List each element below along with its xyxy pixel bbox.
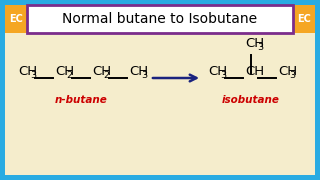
Text: EC: EC [9,14,23,24]
Bar [27,5,293,33]
Text: isobutane: isobutane [222,95,280,105]
Text: CH: CH [245,37,264,50]
Text: EC: EC [297,14,311,24]
Text: CH: CH [129,65,148,78]
Text: n-butane: n-butane [55,95,108,105]
Text: 2: 2 [104,71,110,80]
Text: 3: 3 [290,71,296,80]
Text: 2: 2 [67,71,73,80]
Text: CH: CH [278,65,297,78]
Text: CH: CH [55,65,74,78]
Text: 3: 3 [141,71,147,80]
Text: CH: CH [18,65,37,78]
Bar [5,5,27,33]
Text: CH: CH [208,65,227,78]
Text: 3: 3 [30,71,36,80]
Bar [293,5,315,33]
Text: CH: CH [92,65,111,78]
Text: 3: 3 [257,43,263,52]
Text: Normal butane to Isobutane: Normal butane to Isobutane [62,12,258,26]
Text: CH: CH [245,65,264,78]
Text: 3: 3 [220,71,226,80]
